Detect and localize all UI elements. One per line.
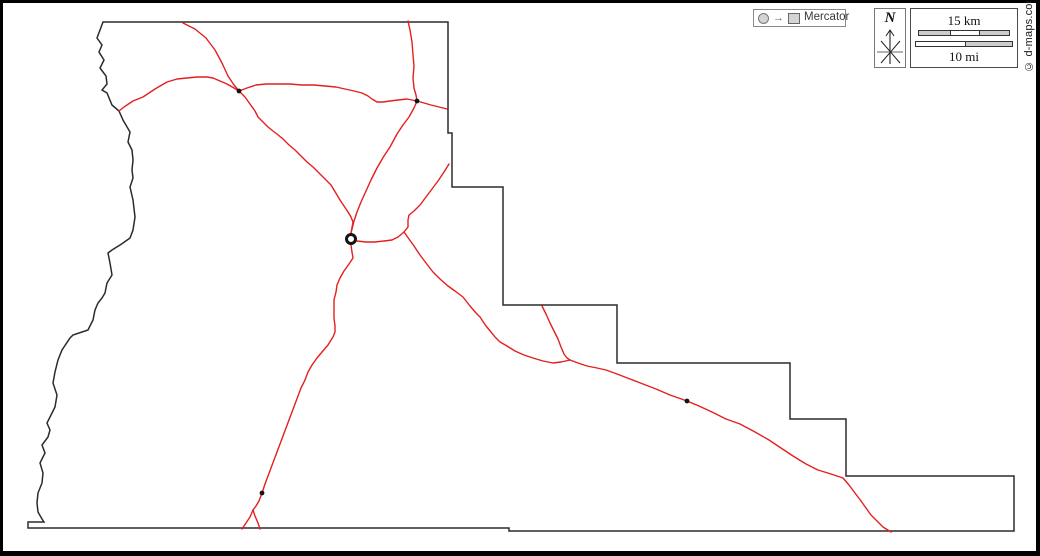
road-border-stub-south xyxy=(541,305,571,361)
town-dot xyxy=(236,88,242,94)
square-icon xyxy=(788,12,800,24)
town-dot xyxy=(259,490,265,496)
km-bar-segment xyxy=(950,31,980,35)
north-label: N xyxy=(884,10,896,26)
km-bar-segment xyxy=(919,31,950,35)
mi-bar-segment xyxy=(965,42,1012,46)
road-north-south-road xyxy=(350,20,418,234)
road-west-east-highway xyxy=(118,76,448,112)
road-northeast-stub xyxy=(403,163,450,233)
county-boundary xyxy=(27,21,1015,532)
scale-mi-label: 10 mi xyxy=(949,49,979,64)
km-scale-bar xyxy=(918,30,1010,36)
county-seat-marker xyxy=(345,233,357,245)
arrow-right-icon: → xyxy=(773,11,784,24)
town-dot xyxy=(414,98,420,104)
town-dot xyxy=(684,398,690,404)
scale-bar-box: 15 km 10 mi xyxy=(910,8,1018,68)
road-south-road xyxy=(241,244,354,530)
road-diagonal-road-to-seat xyxy=(238,90,354,234)
compass-star-icon xyxy=(877,28,903,64)
road-nw-border-road xyxy=(182,22,240,92)
copyright-text: © d-maps.com xyxy=(1023,0,1035,72)
mi-scale-bar xyxy=(915,41,1013,47)
km-bar-segment xyxy=(980,31,1009,35)
road-south-road-fork xyxy=(252,509,261,530)
projection-legend: → Mercator xyxy=(753,9,850,27)
mi-bar-segment xyxy=(916,42,965,46)
north-compass-box: N xyxy=(874,8,906,68)
scale-km-label: 15 km xyxy=(947,13,981,28)
circle-icon xyxy=(758,12,769,24)
projection-label: Mercator xyxy=(804,11,850,24)
